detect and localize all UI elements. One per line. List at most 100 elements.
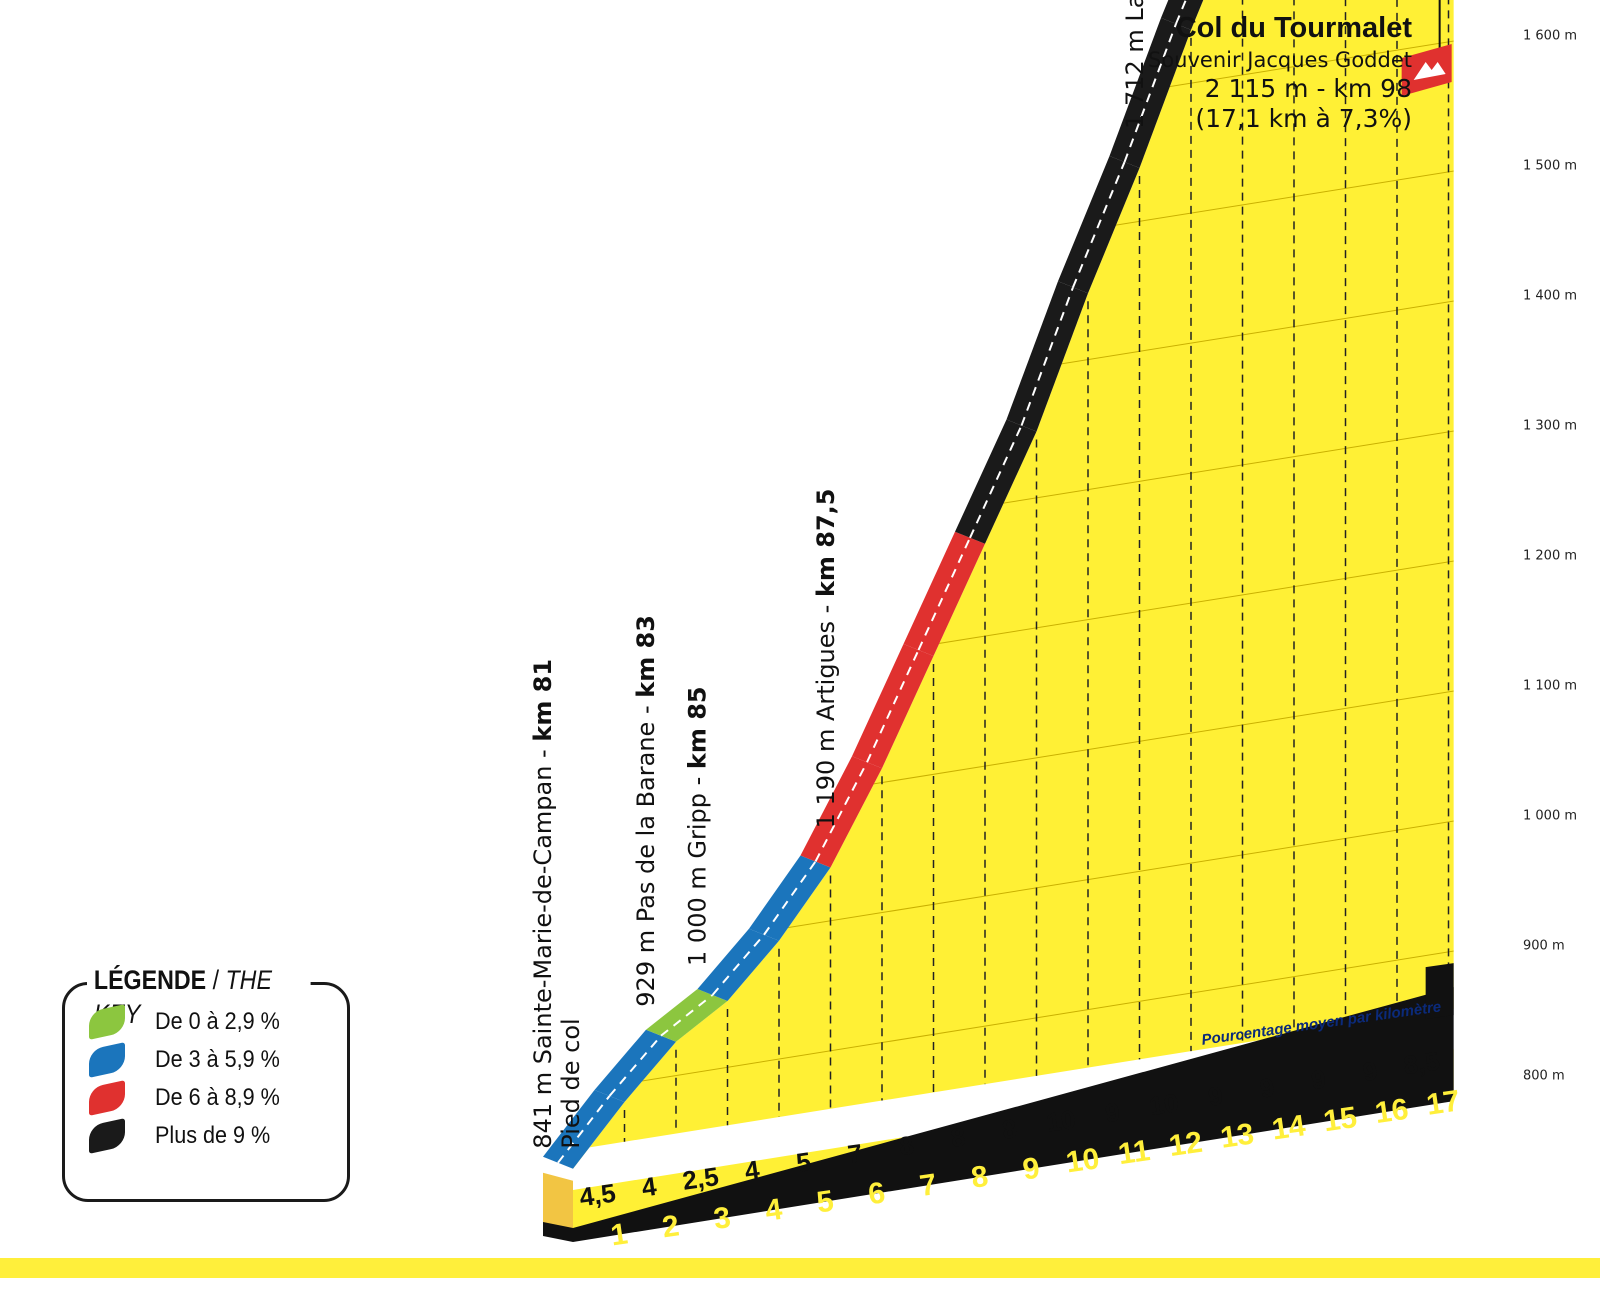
km-grade-label: 10 <box>1045 1104 1078 1138</box>
summit-name: Col du Tourmalet <box>1175 12 1412 44</box>
legend-label: De 6 à 8,9 % <box>155 1084 280 1111</box>
km-number-label: 2 <box>660 1209 681 1244</box>
km-grade-label: 8 <box>897 1130 916 1162</box>
legend-item-blue: De 3 à 5,9 % <box>89 1042 294 1078</box>
y-axis-tick-label: 1 500 m <box>1523 158 1577 173</box>
km-number-label: 15 <box>1321 1101 1359 1138</box>
km-grade-label: 8 <box>949 1121 968 1153</box>
black-swatch-icon <box>89 1118 125 1154</box>
km-number-label: 13 <box>1218 1117 1256 1154</box>
y-axis-tick-label: 1 100 m <box>1523 678 1577 693</box>
waypoint-altitude-name: 841 m Sainte-Marie-de-Campan - <box>529 742 557 1149</box>
waypoint-altitude-name: 1 712 m La Mongie - <box>1121 0 1149 129</box>
km-grade-label: 9 <box>1103 1097 1122 1129</box>
blue-swatch-icon <box>89 1042 125 1078</box>
y-axis-tick-label: 1 600 m <box>1523 28 1577 43</box>
legend-item-green: De 0 à 2,9 % <box>89 1004 294 1040</box>
y-axis-tick-label: 1 300 m <box>1523 418 1577 433</box>
km-number-label: 9 <box>1021 1152 1042 1187</box>
legend-item-black: Plus de 9 % <box>89 1118 283 1154</box>
summit-altitude: 2 115 m - km 98 <box>1204 74 1412 103</box>
waypoint-label: 1 190 m Artigues - km 87,5 <box>812 488 840 828</box>
waypoint-altitude-name: 1 000 m Gripp - <box>684 769 712 966</box>
gradient-segment <box>1109 17 1191 169</box>
road-centerline <box>660 994 714 1037</box>
red-swatch-icon <box>89 1080 125 1116</box>
km-grade-label: 8 <box>1000 1113 1019 1145</box>
road-centerline <box>1020 286 1074 426</box>
legend-title-fr: LÉGENDE <box>93 965 207 995</box>
road-centerline <box>608 1035 662 1097</box>
km-number-label: 4 <box>763 1193 784 1228</box>
waypoint-label: 841 m Sainte-Marie-de-Campan - km 81 <box>529 659 557 1149</box>
gradient-segment <box>543 1089 625 1169</box>
road-centerline <box>969 425 1023 539</box>
y-axis-tick-label: 1 400 m <box>1523 288 1577 303</box>
km-grade-label: 4 <box>640 1171 659 1203</box>
waypoint-km: km 85 <box>684 686 712 769</box>
green-swatch-icon <box>89 1004 125 1040</box>
road-centerline <box>866 649 920 763</box>
km-grade-label: 7 <box>846 1138 865 1170</box>
road-centerline <box>1123 23 1177 163</box>
km-grade-label: 8,5 <box>1402 1046 1442 1081</box>
km-number-label: 11 <box>1116 1134 1152 1171</box>
y-axis-tick-label: 1 000 m <box>1523 808 1577 823</box>
km-number-label: 17 <box>1424 1084 1462 1121</box>
waypoint-km: km 81 <box>529 659 557 742</box>
km-number-label: 16 <box>1373 1093 1411 1130</box>
altitude-grid-line <box>573 944 1454 1093</box>
km-grade-label: 10 <box>1148 1087 1181 1121</box>
km-number-label: 6 <box>866 1176 887 1211</box>
legend-label: Plus de 9 % <box>155 1122 271 1149</box>
bottom-color-band <box>0 1258 1600 1278</box>
km-grade-label: 2,5 <box>681 1161 721 1196</box>
legend-box: LÉGENDE / THE KEY De 0 à 2,9 % De 3 à 5,… <box>62 963 350 1202</box>
road-centerline <box>814 761 868 862</box>
mountain-glyph-icon <box>1413 62 1446 80</box>
km-base-end <box>1425 963 1454 1020</box>
road-centerline <box>1175 0 1187 25</box>
km-grade-label: 5 <box>794 1146 813 1178</box>
road-centerline <box>1072 161 1126 288</box>
waypoint-km: km 83 <box>632 615 660 698</box>
km-number-label: 3 <box>712 1201 733 1236</box>
gradient-segment <box>1006 281 1088 432</box>
km-number-label: 14 <box>1270 1109 1308 1146</box>
waypoint-altitude-name: 929 m Pas de la Barane - <box>632 698 660 1007</box>
summit-gradient: (17,1 km à 7,3%) <box>1195 104 1412 133</box>
gradient-segment <box>1161 0 1204 30</box>
km-number-label: 7 <box>918 1168 939 1203</box>
gradient-segment <box>749 855 831 941</box>
gradient-segment <box>955 419 1037 544</box>
legend-label: De 0 à 2,9 % <box>155 1008 280 1035</box>
km-number-label: 5 <box>815 1185 836 1220</box>
km-grade-label: 9 <box>1258 1072 1277 1104</box>
waypoint-sublabel: Pied de col <box>557 1018 585 1148</box>
y-axis-tick-label: 1 200 m <box>1523 548 1577 563</box>
km-number-label: 8 <box>969 1160 990 1195</box>
road-centerline <box>711 934 765 996</box>
legend-label: De 3 à 5,9 % <box>155 1046 280 1073</box>
y-axis-tick-label: 800 m <box>1523 1068 1565 1083</box>
km-grade-label: 4 <box>743 1154 762 1186</box>
km-base-strip <box>543 987 1454 1242</box>
km-number-label: 10 <box>1064 1142 1102 1179</box>
waypoint-label: 929 m Pas de la Barane - km 83 <box>632 615 660 1007</box>
km-grade-label: 4,5 <box>578 1178 618 1213</box>
y-axis-tick-label: 900 m <box>1523 938 1565 953</box>
km-grade-label: 9 <box>1206 1080 1225 1112</box>
road-centerline <box>557 1095 611 1164</box>
gradient-segment <box>852 644 934 769</box>
waypoint-km: km 87,5 <box>812 488 840 597</box>
km-number-label: 12 <box>1167 1126 1205 1163</box>
summit-info: Col du Tourmalet Souvenir Jacques Goddet… <box>1148 10 1412 134</box>
waypoint-altitude-name: 1 190 m Artigues - <box>812 597 840 828</box>
profile-area <box>573 0 1454 1169</box>
summit-subtitle: Souvenir Jacques Goddet <box>1147 48 1412 72</box>
km-number-label: 1 <box>609 1217 630 1252</box>
km-grade-label: 9 <box>1309 1064 1328 1096</box>
profile-left-wall <box>543 1172 573 1236</box>
waypoint-label: 1 000 m Gripp - km 85 <box>684 686 712 966</box>
